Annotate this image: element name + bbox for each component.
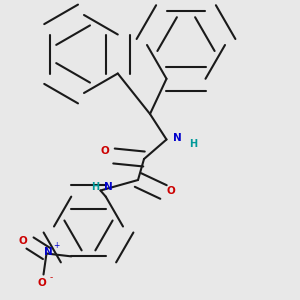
Text: H: H <box>91 182 99 193</box>
Text: +: + <box>53 242 59 250</box>
Text: O: O <box>101 146 110 157</box>
Text: N: N <box>103 182 112 193</box>
Text: O: O <box>167 185 175 196</box>
Text: N: N <box>44 247 52 257</box>
Text: -: - <box>50 273 52 282</box>
Text: O: O <box>38 278 46 287</box>
Text: N: N <box>172 133 181 143</box>
Text: O: O <box>18 236 27 247</box>
Text: H: H <box>189 139 197 149</box>
